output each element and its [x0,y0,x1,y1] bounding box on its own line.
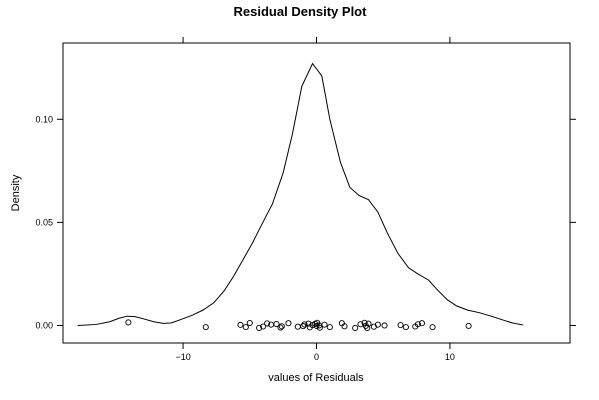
residual-point [364,324,371,332]
residual-point [418,320,425,327]
residual-point [260,323,267,330]
x-tick-label: −10 [175,352,190,362]
residual-point [202,324,209,331]
residual-point [264,320,271,327]
residual-point [237,321,244,328]
y-tick-label: 0.10 [35,114,53,124]
residual-point [246,319,253,327]
x-tick-label: 0 [314,352,319,362]
residual-point [374,321,381,328]
axis-tick-labels: −10 0 10 0.00 0.05 0.10 [35,114,454,362]
residual-point [465,322,472,329]
residual-point [313,322,320,329]
axis-ticks [57,37,576,349]
residual-point [402,324,409,331]
residual-point [397,322,404,329]
residual-point [305,320,312,327]
x-tick-label: 10 [445,352,455,362]
residual-point [429,324,436,331]
y-tick-label: 0.00 [35,320,53,330]
y-axis-title: Density [10,174,22,211]
residual-point [256,324,263,332]
plot-frame [62,42,571,344]
residual-point [277,324,284,331]
residual-point [294,323,301,330]
residual-point [285,320,292,327]
y-tick-label: 0.05 [35,217,53,227]
residual-points [125,319,472,332]
residual-point [361,319,368,326]
residual-point [316,324,323,331]
residual-point [352,324,359,332]
x-axis-title: values of Residuals [268,372,364,384]
residual-point [300,323,307,330]
residual-point [357,321,364,328]
residual-point [125,319,132,326]
chart-title: Residual Density Plot [234,4,368,19]
residual-point [414,321,421,328]
residual-point [341,323,348,330]
residual-point [301,321,308,328]
residual-point [278,323,285,330]
residual-point [242,324,249,331]
residual-point [321,321,328,328]
residual-point [381,322,388,329]
residual-point [365,320,372,327]
density-curve [77,62,524,326]
residual-point [273,320,280,328]
residual-point [326,324,333,331]
